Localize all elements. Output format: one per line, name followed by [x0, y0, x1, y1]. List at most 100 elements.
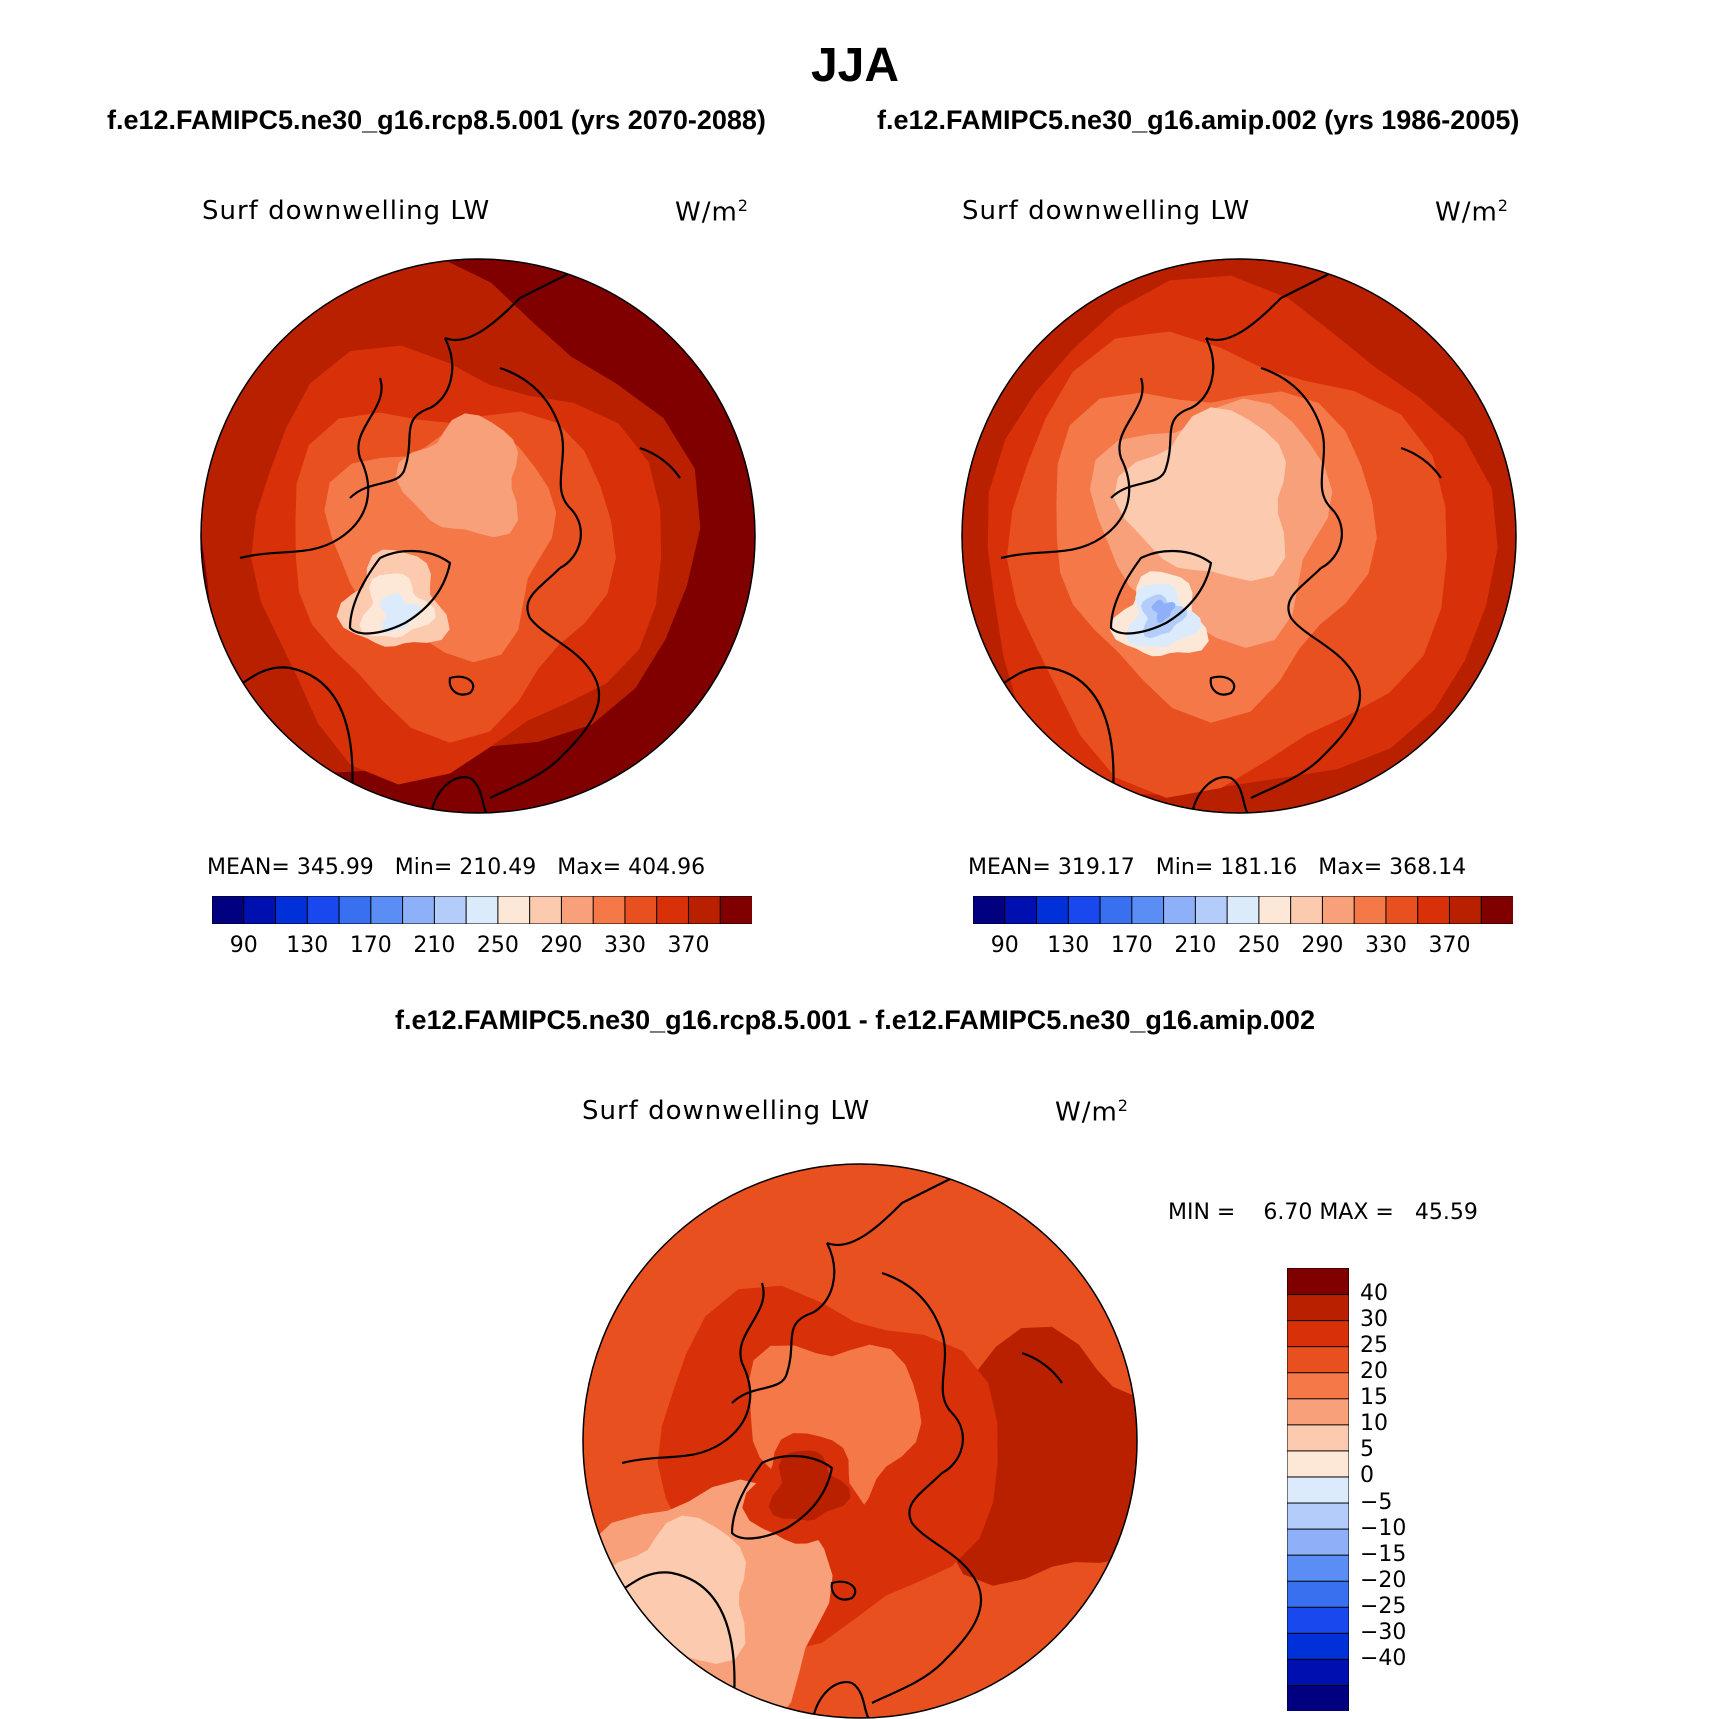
panel2-units: W/m2	[1435, 196, 1509, 228]
colorbar-box	[1287, 1371, 1349, 1400]
colorbar-tick-label: 90	[229, 933, 258, 958]
colorbar-box	[1480, 896, 1513, 924]
colorbar-tick-label: 370	[667, 933, 710, 958]
case-title-left: f.e12.FAMIPC5.ne30_g16.rcp8.5.001 (yrs 2…	[107, 105, 766, 135]
colorbar-box	[243, 896, 277, 924]
colorbar-box	[433, 896, 468, 924]
colorbar-box	[1287, 1632, 1349, 1660]
coastline	[830, 1580, 857, 1601]
coastline	[349, 337, 454, 499]
colorbar-box	[1287, 1268, 1349, 1296]
colorbar-tick-label: −30	[1360, 1619, 1407, 1645]
coastline	[239, 377, 383, 560]
coastline	[1400, 446, 1442, 479]
colorbar-tick-label: 15	[1360, 1385, 1388, 1411]
colorbar-tick-label: 210	[413, 933, 456, 958]
coastline	[621, 1282, 765, 1465]
colorbar-box	[1163, 896, 1197, 924]
colorbar-tick-label: 330	[1364, 933, 1407, 958]
panel3-variable: Surf downwelling LW	[582, 1096, 871, 1126]
colorbar-tick-label: 0	[1360, 1463, 1374, 1489]
polar-map-difference	[582, 1163, 1138, 1719]
colorbar-box	[370, 896, 404, 924]
colorbar-box	[1287, 1449, 1349, 1478]
colorbar-box	[656, 896, 690, 924]
colorbar-box	[1287, 1345, 1349, 1374]
colorbar-box	[1287, 1684, 1349, 1711]
coastline	[1260, 366, 1343, 569]
case-title-right: f.e12.FAMIPC5.ne30_g16.amip.002 (yrs 198…	[877, 105, 1520, 135]
coastline	[1209, 675, 1236, 696]
coastline	[348, 549, 452, 635]
colorbar-tick-label: 30	[1360, 1307, 1388, 1333]
colorbar-box	[338, 896, 372, 924]
figure-title: JJA	[810, 39, 900, 92]
panel2-stats: MEAN= 319.17 Min= 181.16 Max= 368.14	[968, 855, 1467, 880]
colorbar-tick-label: 290	[540, 933, 583, 958]
colorbar-tick-label: 40	[1360, 1281, 1388, 1307]
coastline	[639, 446, 681, 479]
colorbar-box	[1290, 896, 1324, 924]
colorbar-tick-label: −5	[1360, 1489, 1393, 1515]
coastline	[1189, 775, 1252, 813]
colorbar-box	[1131, 896, 1165, 924]
coastline	[1205, 267, 1342, 341]
coastline	[881, 1271, 964, 1474]
colorbar-box	[1036, 896, 1070, 924]
colorbar-box	[624, 896, 658, 924]
colorbar-box	[1417, 896, 1451, 924]
colorbar-difference-ticks: 40 30 25 20 15 10 5 0 −5 −10 −15 −20 −25 −30 −40	[1360, 1268, 1440, 1711]
panel1-variable: Surf downwelling LW	[202, 196, 491, 226]
colorbar-box	[1287, 1658, 1349, 1686]
coastline	[1250, 567, 1362, 799]
difference-title: f.e12.FAMIPC5.ne30_g16.rcp8.5.001 - f.e1…	[395, 1005, 1315, 1035]
colorbar-box	[1226, 896, 1260, 924]
colorbar-box	[1287, 1528, 1349, 1556]
colorbar-box	[1287, 1502, 1349, 1530]
coastline	[1021, 1351, 1063, 1384]
colorbar-box	[1287, 1293, 1349, 1322]
colorbar-tick-label: 330	[603, 933, 646, 958]
coastline	[428, 775, 491, 813]
colorbar-box	[1321, 896, 1356, 924]
colorbar-tick-label: 250	[476, 933, 519, 958]
colorbar-box	[212, 896, 245, 924]
colorbar-box	[1099, 896, 1133, 924]
colorbar-box	[1258, 896, 1292, 924]
colorbar-box	[719, 896, 752, 924]
colorbar-tick-label: 130	[286, 933, 329, 958]
colorbar-box	[1287, 1423, 1349, 1452]
colorbar-rcp85-ticks: 90 130 170 210 250 290 330 370	[212, 933, 752, 963]
panel1-units: W/m2	[675, 196, 749, 228]
colorbar-box	[1448, 896, 1483, 924]
colorbar-tick-label: 250	[1237, 933, 1280, 958]
coastline	[1109, 549, 1213, 635]
colorbar-tick-label: 20	[1360, 1359, 1388, 1385]
colorbar-amip	[973, 896, 1513, 924]
colorbar-tick-label: 370	[1428, 933, 1471, 958]
colorbar-box	[306, 896, 341, 924]
coastline	[448, 675, 475, 696]
panel3-units: W/m2	[1055, 1096, 1129, 1128]
coastline	[444, 267, 581, 341]
map-border	[200, 258, 756, 814]
colorbar-box	[1385, 896, 1419, 924]
colorbar-tick-label: −20	[1360, 1567, 1407, 1593]
panel2-variable: Surf downwelling LW	[962, 196, 1251, 226]
colorbar-tick-label: −10	[1360, 1515, 1407, 1541]
colorbar-box	[1194, 896, 1229, 924]
colorbar-tick-label: 90	[990, 933, 1019, 958]
coastline	[810, 1680, 873, 1718]
colorbar-box	[1004, 896, 1038, 924]
coastline	[730, 1454, 834, 1540]
colorbar-box	[402, 896, 436, 924]
coastline	[1000, 377, 1144, 560]
coastline	[489, 567, 601, 799]
colorbar-box	[592, 896, 626, 924]
colorbar-tick-label: 170	[1110, 933, 1153, 958]
colorbar-difference	[1287, 1268, 1349, 1711]
colorbar-box	[1287, 1554, 1349, 1582]
colorbar-box	[1287, 1580, 1349, 1608]
colorbar-box	[465, 896, 499, 924]
coastline	[731, 1242, 836, 1404]
